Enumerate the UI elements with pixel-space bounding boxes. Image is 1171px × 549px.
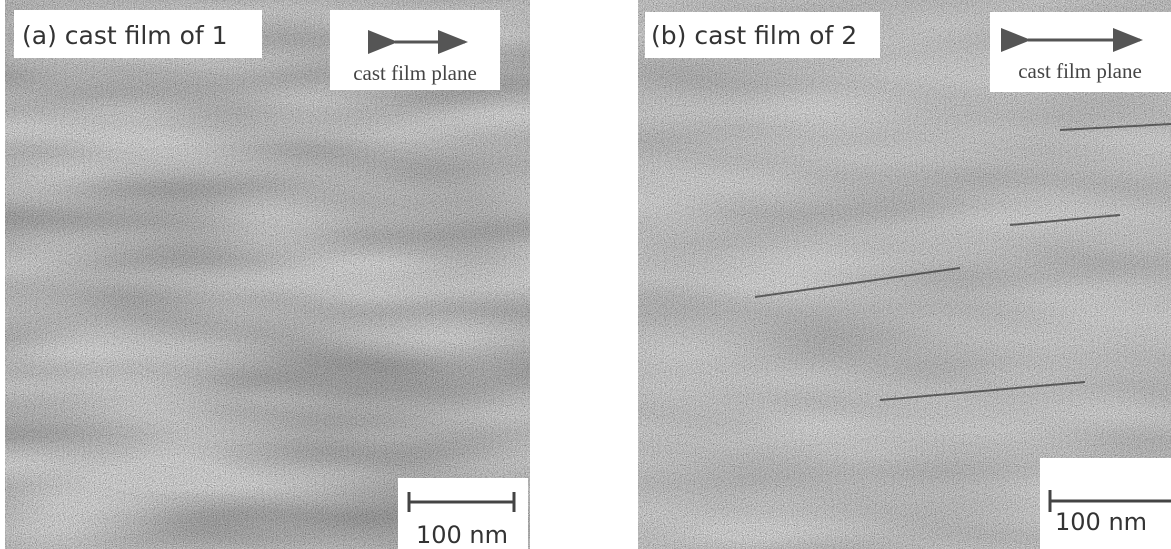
panel-label: (a) cast film of 1 [22,21,228,50]
scale-label: 100 nm [1055,508,1147,536]
panel-b: (b) cast film of 2 cast film plane 100 n… [638,0,1171,549]
page: (a) cast film of 1 cast film plane 100 n… [0,0,1171,549]
figure: (a) cast film of 1 cast film plane 100 n… [0,0,1171,549]
panel-label: (b) cast film of 2 [651,21,857,50]
scale-label: 100 nm [416,521,508,549]
orientation-label: cast film plane [1018,59,1142,83]
orientation-label: cast film plane [353,61,477,85]
panel-a: (a) cast film of 1 cast film plane 100 n… [5,0,530,549]
